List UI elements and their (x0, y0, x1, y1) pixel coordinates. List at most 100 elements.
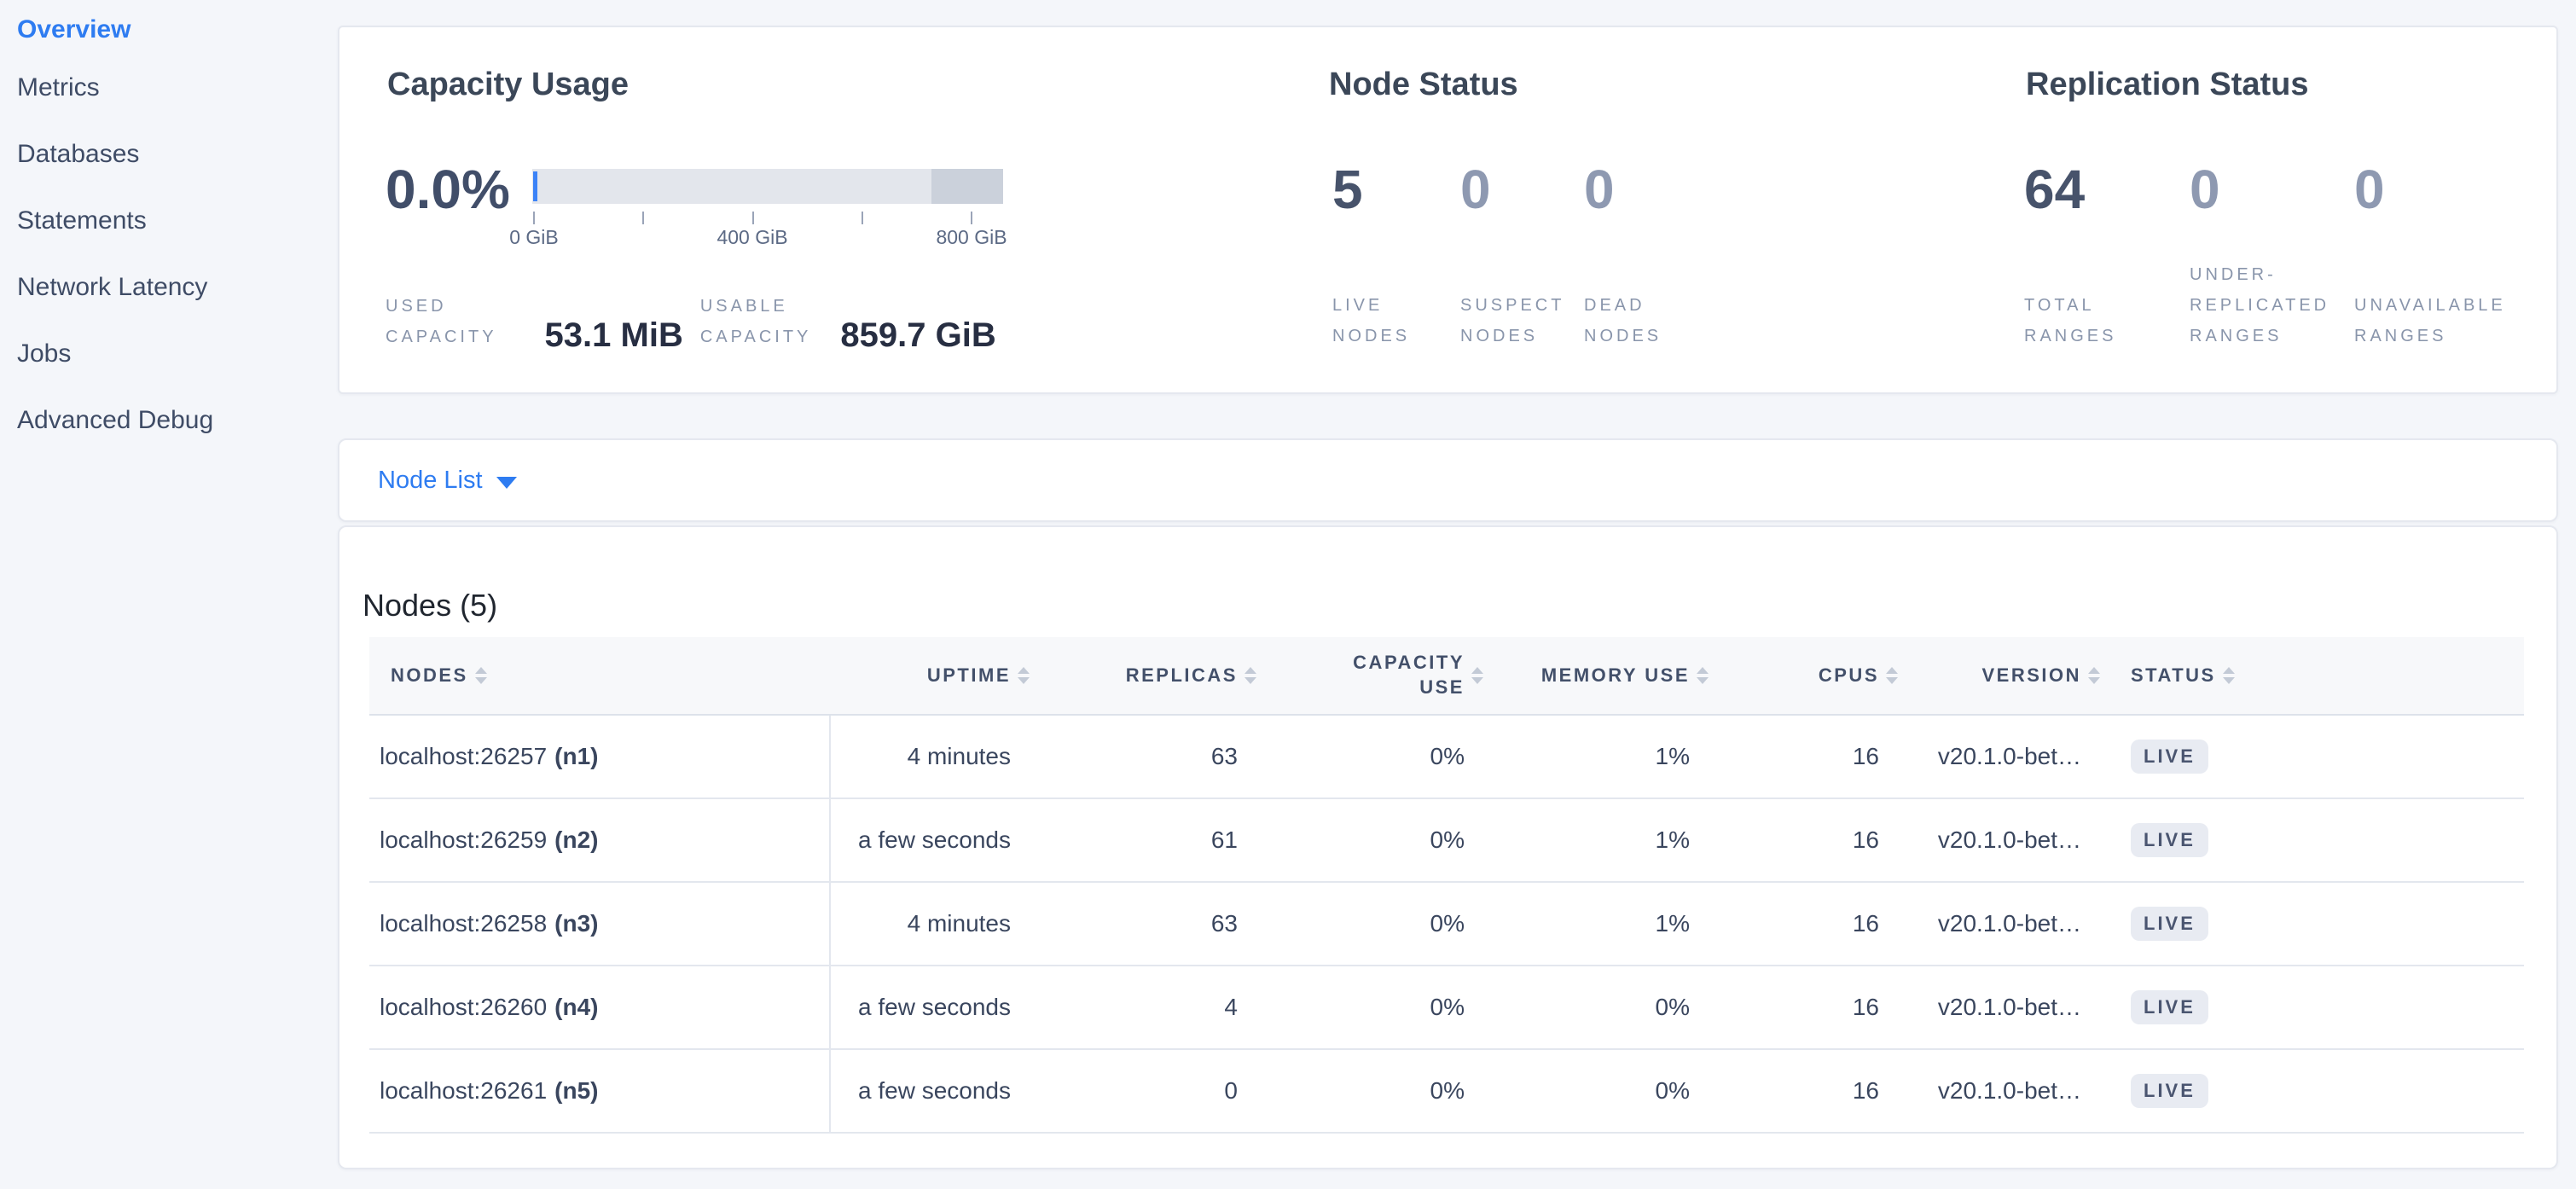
node-address-link[interactable]: localhost:26258 (380, 910, 548, 937)
version-cell: v20.1.0-bet… (1913, 798, 2115, 883)
node-address-link[interactable]: localhost:26259 (380, 826, 548, 853)
memory-use-cell: 0% (1499, 966, 1724, 1050)
stat-label: DEAD NODES (1584, 296, 1662, 345)
version-cell: v20.1.0-bet… (1913, 715, 2115, 799)
node-id: (n2) (554, 826, 599, 853)
node-list-dropdown[interactable]: Node List (378, 467, 517, 495)
column-header-spacer (2286, 637, 2524, 716)
used-capacity-value: 53.1 MiB (544, 316, 683, 354)
column-header-capacity-use[interactable]: CAPACITY USE (1272, 637, 1499, 716)
column-header-version[interactable]: VERSION (1913, 637, 2115, 716)
column-header-cpus[interactable]: CPUS (1724, 637, 1913, 716)
stat-label: LIVE NODES (1332, 296, 1411, 345)
axis-tick (752, 212, 754, 224)
stat-value: 0 (2190, 159, 2220, 220)
capacity-used-marker (533, 171, 537, 201)
live-nodes-stat: 5 LIVE NODES (1332, 27, 1457, 392)
axis-tick-label: 0 GiB (509, 226, 559, 248)
sidebar-item-overview[interactable]: Overview (17, 15, 131, 44)
stat-label: UNDER- REPLICATED RANGES (2190, 265, 2330, 345)
table-row: localhost:26260 (n4) a few seconds 4 0% 0… (369, 966, 2524, 1050)
column-label: CPUS (1818, 664, 1879, 686)
spacer-cell (2286, 882, 2524, 966)
cluster-overview-card: Capacity Usage 0.0% 0 GiB 400 GiB 800 Gi… (338, 26, 2558, 394)
status-badge: LIVE (2131, 740, 2208, 774)
column-label: CAPACITY USE (1353, 652, 1465, 698)
sidebar-item-statements[interactable]: Statements (17, 206, 147, 235)
column-label: UPTIME (926, 664, 1011, 686)
capacity-use-cell: 0% (1272, 798, 1499, 883)
replicas-cell: 63 (1045, 715, 1272, 799)
suspect-nodes-stat: 0 SUSPECT NODES (1460, 27, 1581, 392)
nodes-table: NODES UPTIME REPLICAS CAPACITY USE (369, 637, 2524, 1134)
cpus-cell: 16 (1724, 966, 1913, 1050)
uptime-cell: 4 minutes (830, 882, 1045, 966)
uptime-cell: 4 minutes (830, 715, 1045, 799)
stat-label: TOTAL RANGES (2024, 296, 2117, 345)
column-header-status[interactable]: STATUS (2115, 637, 2286, 716)
column-label: VERSION (1981, 664, 2081, 686)
sort-icon (1244, 667, 1256, 684)
capacity-usage-title: Capacity Usage (387, 67, 629, 102)
version-cell: v20.1.0-bet… (1913, 1049, 2115, 1134)
spacer-cell (2286, 798, 2524, 883)
node-id: (n5) (554, 1077, 599, 1104)
cpus-cell: 16 (1724, 715, 1913, 799)
node-address-link[interactable]: localhost:26257 (380, 743, 548, 769)
chevron-down-icon (496, 476, 517, 489)
axis-tick (642, 212, 644, 224)
nodes-table-card: Nodes (5) NODES UPTIME (338, 525, 2558, 1169)
axis-tick (971, 212, 972, 224)
sort-icon (1886, 667, 1898, 684)
sidebar-item-databases[interactable]: Databases (17, 140, 140, 168)
node-address-link[interactable]: localhost:26261 (380, 1077, 548, 1104)
sidebar-item-advanced-debug[interactable]: Advanced Debug (17, 406, 214, 434)
sidebar-item-jobs[interactable]: Jobs (17, 339, 72, 368)
sort-icon (2088, 667, 2100, 684)
under-replicated-ranges-stat: 0 UNDER- REPLICATED RANGES (2190, 27, 2346, 392)
capacity-bar (532, 169, 1003, 204)
memory-use-cell: 1% (1499, 882, 1724, 966)
replicas-cell: 61 (1045, 798, 1272, 883)
capacity-usage-section: Capacity Usage 0.0% 0 GiB 400 GiB 800 Gi… (386, 27, 1102, 392)
total-ranges-stat: 64 TOTAL RANGES (2024, 27, 2181, 392)
replication-status-title: Replication Status (2026, 67, 2309, 102)
spacer-cell (2286, 966, 2524, 1050)
capacity-use-cell: 0% (1272, 882, 1499, 966)
sidebar-item-metrics[interactable]: Metrics (17, 73, 100, 102)
column-header-memory-use[interactable]: MEMORY USE (1499, 637, 1724, 716)
replicas-cell: 4 (1045, 966, 1272, 1050)
capacity-percent: 0.0% (386, 159, 510, 220)
cpus-cell: 16 (1724, 798, 1913, 883)
used-capacity-label: USED CAPACITY (386, 297, 497, 346)
nodes-section-title: Nodes (5) (363, 587, 498, 623)
node-id: (n4) (554, 994, 599, 1020)
node-address-link[interactable]: localhost:26260 (380, 994, 548, 1020)
version-cell: v20.1.0-bet… (1913, 882, 2115, 966)
stat-value: 0 (1460, 159, 1491, 220)
column-header-uptime[interactable]: UPTIME (830, 637, 1045, 716)
node-list-bar: Node List (338, 438, 2558, 522)
sort-icon (1697, 667, 1709, 684)
capacity-use-cell: 0% (1272, 715, 1499, 799)
spacer-cell (2286, 715, 2524, 799)
column-label: STATUS (2131, 664, 2216, 686)
stat-value: 0 (2354, 159, 2385, 220)
sort-icon (1471, 667, 1483, 684)
column-header-nodes[interactable]: NODES (369, 637, 830, 716)
sort-icon (474, 667, 487, 684)
column-header-replicas[interactable]: REPLICAS (1045, 637, 1272, 716)
memory-use-cell: 1% (1499, 715, 1724, 799)
stat-value: 0 (1584, 159, 1615, 220)
axis-tick-label: 800 GiB (936, 226, 1007, 248)
table-row: localhost:26258 (n3) 4 minutes 63 0% 1% 1… (369, 882, 2524, 966)
replicas-cell: 63 (1045, 882, 1272, 966)
status-badge: LIVE (2131, 990, 2208, 1024)
sidebar-item-network-latency[interactable]: Network Latency (17, 273, 208, 301)
column-label: NODES (391, 664, 468, 686)
uptime-cell: a few seconds (830, 1049, 1045, 1134)
status-badge: LIVE (2131, 907, 2208, 941)
table-row: localhost:26261 (n5) a few seconds 0 0% 0… (369, 1049, 2524, 1134)
column-label: REPLICAS (1125, 664, 1238, 686)
table-row: localhost:26257 (n1) 4 minutes 63 0% 1% 1… (369, 715, 2524, 799)
